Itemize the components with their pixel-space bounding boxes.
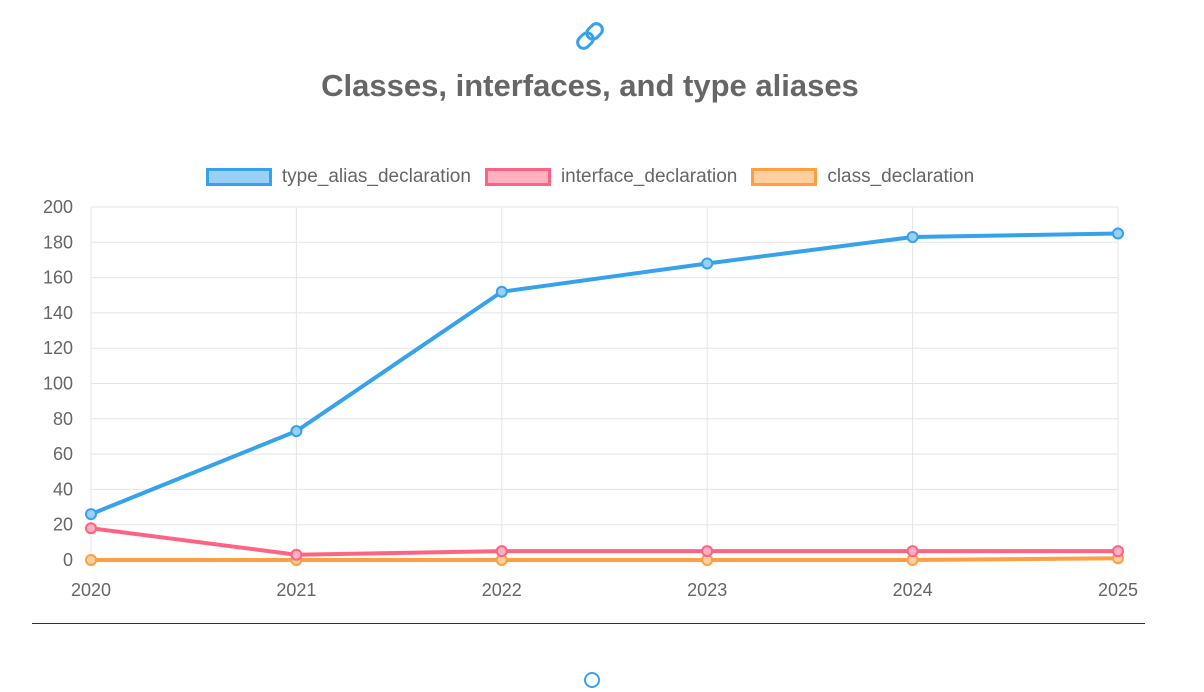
y-tick-label: 160 xyxy=(43,268,73,288)
y-tick-label: 60 xyxy=(53,444,73,464)
y-tick-label: 20 xyxy=(53,515,73,535)
legend-label: interface_declaration xyxy=(560,166,738,187)
link-icon[interactable] xyxy=(572,18,608,54)
legend-label: class_declaration xyxy=(827,166,975,187)
x-tick-label: 2021 xyxy=(276,580,316,600)
y-tick-label: 40 xyxy=(53,479,73,499)
y-tick-label: 100 xyxy=(43,374,73,394)
data-point xyxy=(495,285,508,298)
series-line-interface-declaration xyxy=(90,526,1118,557)
legend-swatch xyxy=(751,168,818,186)
x-tick-label: 2020 xyxy=(71,580,111,600)
data-point xyxy=(495,545,508,558)
data-point xyxy=(906,231,919,244)
data-point xyxy=(85,508,97,521)
chart-legend: type_alias_declaration interface_declara… xyxy=(0,166,1180,188)
y-tick-label: 200 xyxy=(43,197,73,217)
link-icon xyxy=(584,672,600,688)
line-chart: 0 20 40 60 80 100 120 140 160 180 200 2020 2021 2022 2… xyxy=(43,197,1138,600)
data-point xyxy=(701,545,714,558)
x-tick-label: 2025 xyxy=(1098,580,1138,600)
y-tick-label: 120 xyxy=(43,338,73,358)
chart-title: Classes, interfaces, and type aliases xyxy=(321,68,859,103)
legend-swatch xyxy=(484,168,551,186)
data-point xyxy=(906,545,919,558)
data-point xyxy=(290,548,303,561)
legend-item-type-alias[interactable]: type_alias_declaration xyxy=(205,166,471,188)
x-tick-label: 2022 xyxy=(482,580,522,600)
legend-label: type_alias_declaration xyxy=(281,166,471,187)
series-line-class-declaration xyxy=(91,556,1119,562)
data-point xyxy=(290,425,303,438)
y-tick-label: 140 xyxy=(43,303,73,323)
x-tick-label: 2024 xyxy=(893,580,933,600)
y-tick-label: 0 xyxy=(63,550,73,570)
data-point xyxy=(701,257,714,270)
legend-item-class[interactable]: class_declaration xyxy=(751,166,974,188)
y-tick-label: 80 xyxy=(53,409,73,429)
x-tick-label: 2023 xyxy=(687,580,727,600)
legend-item-interface[interactable]: interface_declaration xyxy=(484,166,738,188)
data-point xyxy=(85,554,97,566)
legend-swatch xyxy=(205,168,272,186)
data-point xyxy=(85,522,97,535)
y-tick-label: 180 xyxy=(43,232,73,252)
section-divider xyxy=(32,623,1145,624)
data-point xyxy=(1112,545,1124,558)
data-point xyxy=(1112,227,1124,240)
series-line-type-alias-declaration xyxy=(90,231,1119,516)
